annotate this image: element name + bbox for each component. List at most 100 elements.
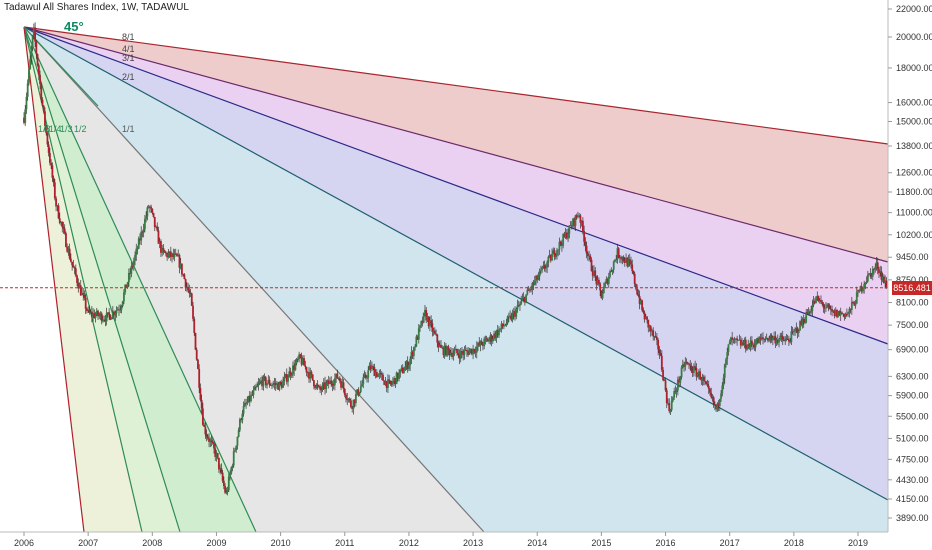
x-tick-label: 2006 [14, 538, 34, 548]
candle-body [268, 379, 271, 386]
candle-body [790, 331, 793, 343]
candle-body [859, 286, 862, 292]
candle-body [523, 297, 526, 303]
candle-body [469, 348, 472, 351]
candle-body [610, 271, 613, 272]
candle-body [764, 339, 767, 340]
candle-body [39, 74, 41, 84]
fan-ratio-label: 1/8 [38, 124, 51, 134]
candle-body [271, 385, 273, 386]
candle-body [221, 472, 224, 481]
candle-body [383, 380, 386, 385]
candle-body [652, 330, 655, 337]
candle-body [144, 218, 146, 230]
candle-body [115, 310, 118, 314]
candle-body [668, 403, 671, 412]
candle-body [807, 311, 810, 315]
candle-body [696, 374, 699, 377]
candle-body [600, 290, 603, 299]
candle-body [710, 392, 713, 398]
candle-body [131, 266, 134, 267]
candle-body [420, 321, 423, 326]
candle-body [245, 402, 247, 404]
candle-body [537, 276, 540, 280]
candle-body [573, 218, 576, 226]
candle-body [822, 303, 825, 308]
candle-body [620, 258, 623, 260]
candle-body [300, 357, 303, 365]
candle-body [516, 305, 519, 310]
candle-body [29, 59, 32, 70]
candle-body [183, 274, 186, 280]
candle-body [389, 380, 392, 384]
candle-body [617, 248, 620, 258]
candle-body [129, 273, 132, 274]
x-tick-label: 2012 [399, 538, 419, 548]
candle-body [850, 302, 853, 310]
candle-body [767, 338, 769, 341]
candle-body [833, 310, 836, 316]
candle-body [685, 361, 688, 363]
candle-body [567, 233, 569, 239]
candle-body [157, 230, 160, 244]
candle-body [531, 282, 534, 290]
candle-body [171, 253, 173, 258]
candle-body [695, 367, 698, 377]
candle-body [517, 305, 520, 307]
candle-body [808, 311, 811, 313]
candle-body [839, 312, 842, 316]
candle-body [120, 305, 123, 310]
candle-body [565, 232, 568, 239]
candle-body [305, 366, 308, 373]
candle-body [222, 480, 225, 487]
candle-body [683, 364, 685, 367]
candle-body [119, 309, 122, 311]
candle-body [672, 397, 674, 401]
candle-body [237, 430, 240, 437]
candle-body [693, 366, 695, 373]
candle-body [572, 218, 574, 227]
candle-body [153, 217, 156, 227]
candle-body [280, 384, 283, 388]
candle-body [511, 313, 514, 321]
candle-body [562, 234, 565, 246]
candle-body [702, 376, 705, 381]
candle-body [174, 253, 177, 255]
candle-body [862, 288, 864, 292]
candle-body [411, 351, 414, 357]
candle-body [147, 207, 150, 209]
candle-body [398, 372, 400, 379]
candle-body [873, 268, 875, 270]
candle-body [410, 351, 413, 359]
candle-body [269, 385, 272, 386]
candle-body [561, 244, 563, 246]
x-axis-bg [0, 532, 932, 550]
candle-body [596, 279, 599, 285]
candle-body [876, 262, 879, 270]
candle-body [549, 254, 552, 261]
candle-body [317, 385, 320, 387]
candle-body [195, 349, 198, 360]
candle-body [580, 220, 583, 223]
candle-body [41, 99, 44, 106]
candle-body [380, 373, 383, 375]
candle-body [374, 372, 377, 377]
candle-body [656, 337, 658, 340]
candle-body [519, 303, 521, 306]
y-tick-label: 20000.00 [896, 32, 932, 42]
candle-body [69, 258, 72, 262]
y-tick-label: 12600.00 [896, 168, 932, 178]
candle-body [568, 225, 571, 234]
candle-body [396, 372, 399, 379]
candle-body [509, 315, 511, 317]
candle-body [663, 379, 666, 381]
candle-body [635, 284, 637, 289]
candle-body [324, 382, 326, 389]
candle-body [614, 259, 616, 262]
candle-body [736, 338, 738, 341]
candle-body [796, 327, 799, 333]
candle-body [316, 384, 319, 386]
candle-body [110, 317, 113, 320]
candle-body [636, 288, 639, 295]
